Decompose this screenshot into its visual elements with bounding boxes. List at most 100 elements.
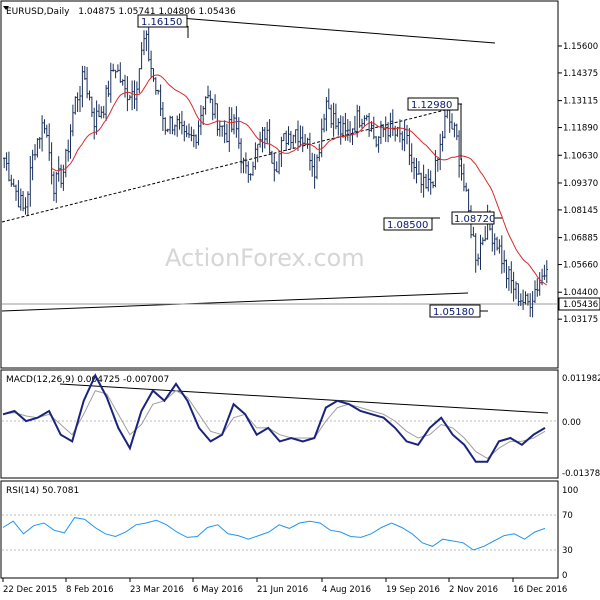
price-bar — [545, 260, 548, 283]
price-bar — [194, 134, 198, 149]
price-bar — [204, 96, 207, 115]
price-bar — [514, 281, 518, 300]
price-bar — [104, 85, 108, 121]
price-bar — [199, 105, 203, 136]
lower-trendline — [1, 292, 469, 312]
price-bar — [408, 127, 411, 166]
collapse-triangle-icon[interactable] — [3, 6, 9, 10]
price-bar — [183, 120, 186, 142]
rsi-tick-100: 100 — [562, 486, 578, 496]
price-bar — [498, 239, 501, 254]
price-bar — [330, 104, 333, 128]
price-bar — [455, 123, 458, 141]
price-bar — [429, 170, 432, 195]
price-bar — [213, 94, 217, 119]
macd-panel-frame — [0, 369, 559, 479]
price-bar — [538, 272, 541, 296]
price-bar — [301, 126, 304, 153]
price-bar — [261, 127, 264, 153]
price-bar — [119, 62, 122, 83]
rsi-tick-0: 0 — [562, 571, 567, 581]
price-bar — [121, 79, 124, 86]
price-bar — [197, 120, 200, 146]
price-bar — [161, 102, 165, 131]
price-bar — [26, 191, 30, 216]
price-bar — [472, 226, 475, 237]
price-bar — [308, 132, 312, 171]
price-y-axis: 1.15600 1.14375 1.13115 1.11890 1.10630 1.093… — [558, 42, 598, 325]
price-bar — [450, 113, 454, 130]
annotation-label: 1.16150 — [141, 17, 182, 28]
price-bar — [415, 158, 418, 184]
price-bar — [531, 291, 534, 318]
price-bar — [474, 233, 477, 273]
price-bar — [358, 105, 361, 128]
price-bar — [55, 172, 58, 203]
price-bar — [367, 113, 371, 137]
price-bar — [313, 153, 316, 189]
price-bar — [441, 131, 444, 152]
rsi-tick-30: 30 — [562, 546, 573, 556]
price-bar — [69, 124, 72, 159]
price-bar — [102, 105, 105, 119]
price-bar — [398, 119, 402, 143]
price-bar — [382, 124, 385, 138]
watermark-text: ActionForex.com — [165, 244, 365, 272]
price-bar — [76, 92, 79, 112]
price-bar — [417, 161, 421, 175]
price-y-tick-label: 1.13115 — [563, 97, 598, 107]
price-bar — [206, 85, 210, 99]
price-bar — [232, 114, 236, 135]
price-bar — [254, 142, 257, 170]
price-bar — [420, 172, 423, 193]
price-bar — [78, 86, 82, 112]
x-tick-label: 4 Aug 2016 — [322, 585, 371, 595]
price-bar — [282, 133, 285, 142]
price-bar — [448, 108, 451, 133]
price-bar — [303, 134, 307, 145]
upper-trendline — [179, 17, 496, 44]
price-bar — [126, 76, 129, 112]
price-bar — [190, 126, 193, 142]
price-bar — [130, 80, 134, 111]
price-bar — [112, 63, 115, 72]
price-y-tick-label: 1.10630 — [563, 151, 598, 161]
price-bar — [510, 261, 513, 294]
price-bar — [17, 180, 20, 208]
price-bar — [327, 88, 330, 110]
price-bar — [258, 131, 262, 148]
price-bar — [360, 118, 364, 130]
rsi-panel-frame — [0, 480, 559, 579]
price-bar — [95, 100, 98, 135]
price-y-tick-label: 1.04400 — [563, 288, 598, 298]
price-bar — [142, 30, 146, 56]
price-bar — [218, 120, 221, 137]
price-bar — [526, 293, 530, 306]
price-bar — [19, 188, 22, 211]
price-bar — [481, 237, 484, 246]
price-bar — [296, 120, 300, 151]
price-bar — [247, 161, 250, 183]
price-bar — [505, 259, 508, 289]
price-bar — [211, 98, 214, 121]
ohlc-values: 1.04875 1.05741 1.04806 1.05436 — [78, 7, 236, 17]
price-bar — [29, 156, 32, 207]
price-bar — [389, 112, 392, 138]
price-y-tick-label: 1.08145 — [563, 206, 598, 216]
price-bar — [164, 117, 167, 135]
price-bar — [543, 264, 546, 280]
price-bar — [256, 143, 259, 163]
rsi-title: RSI(14) 50.7081 — [6, 486, 79, 496]
price-bar — [457, 130, 461, 178]
price-bar — [74, 96, 77, 115]
price-bar — [216, 103, 219, 136]
price-bar — [476, 253, 480, 266]
price-bar — [93, 107, 96, 140]
price-bar — [187, 123, 191, 139]
price-bar — [467, 188, 470, 213]
price-bar — [71, 104, 75, 137]
annotation-label: 1.08720 — [454, 214, 495, 225]
price-y-tick-label: 1.15600 — [563, 42, 598, 52]
price-bar — [59, 164, 63, 188]
